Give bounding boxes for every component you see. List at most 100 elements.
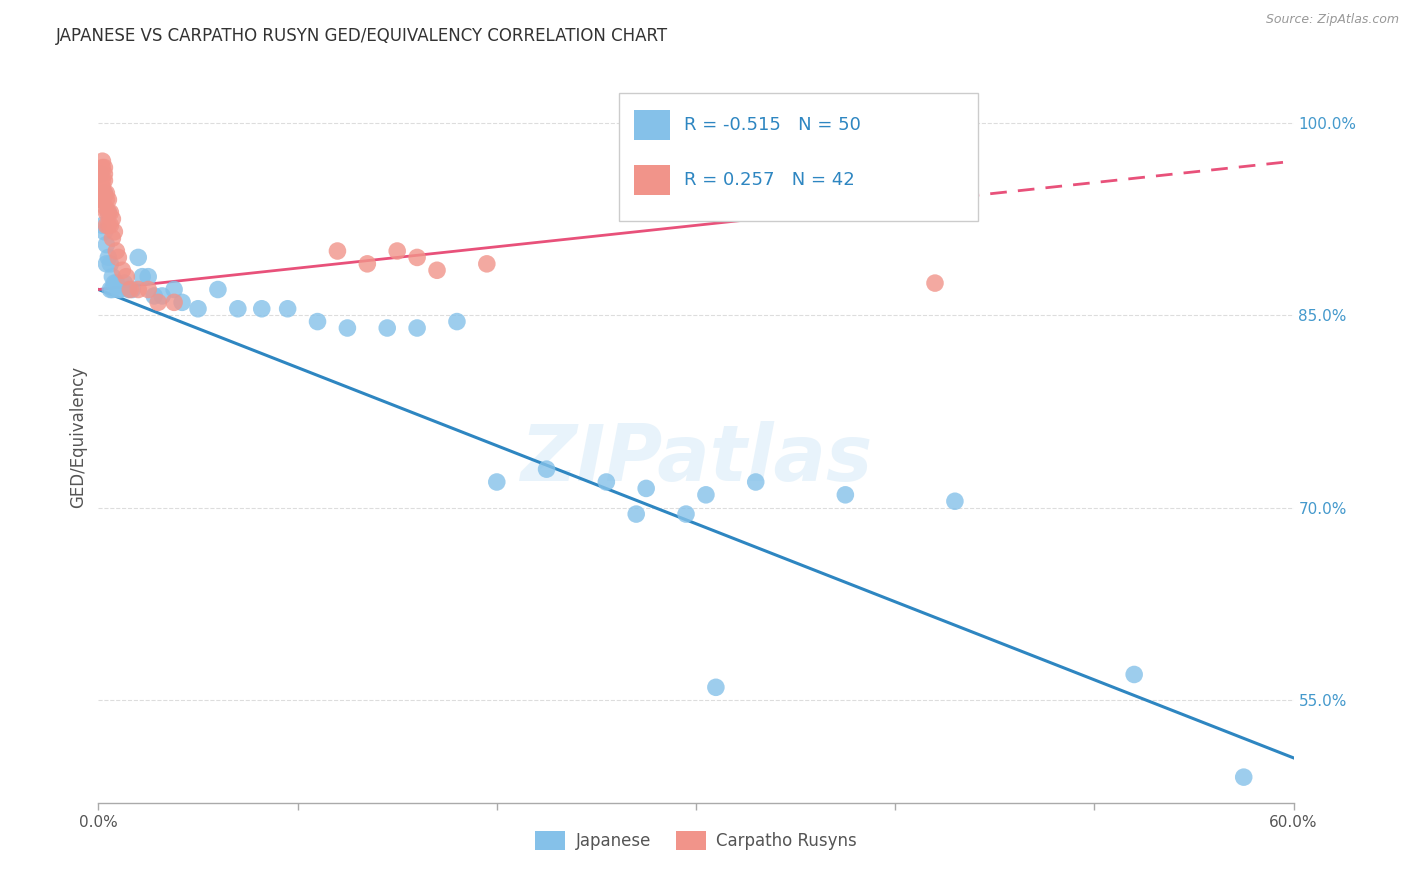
Point [115,269,138,284]
Point [834,488,856,502]
FancyBboxPatch shape [634,110,669,140]
Point [96,193,118,207]
Point [98,257,122,271]
Point [745,475,768,489]
Point [91,179,114,194]
Point [277,301,299,316]
Point [91,173,114,187]
Point [101,211,124,226]
Point [136,269,159,284]
Legend: Japanese, Carpatho Rusyns: Japanese, Carpatho Rusyns [529,824,863,856]
Point [595,475,617,489]
Point [307,315,329,329]
Point [93,167,115,181]
Point [1123,667,1146,681]
Point [93,199,115,213]
Point [336,321,359,335]
Point [207,283,229,297]
Text: JAPANESE VS CARPATHO RUSYN GED/EQUIVALENCY CORRELATION CHART: JAPANESE VS CARPATHO RUSYN GED/EQUIVALEN… [56,27,668,45]
Point [96,237,118,252]
Point [89,167,111,181]
Point [143,289,166,303]
Point [148,295,170,310]
FancyBboxPatch shape [634,165,669,195]
Point [97,251,120,265]
Point [120,283,142,297]
Point [485,475,508,489]
Point [704,681,727,695]
Point [250,301,273,316]
Point [844,193,866,207]
Point [97,205,120,219]
Point [117,283,139,297]
Point [1233,770,1256,784]
Point [89,179,111,194]
Point [626,507,648,521]
Point [96,257,118,271]
Point [105,276,128,290]
Point [98,219,122,233]
Point [446,315,468,329]
Point [93,173,115,187]
Point [111,263,134,277]
Point [103,276,125,290]
Point [103,225,125,239]
Point [101,283,124,297]
Point [91,219,114,233]
Point [93,186,115,201]
Point [172,295,194,310]
Point [91,161,114,175]
Point [226,301,249,316]
Point [107,283,129,297]
Point [406,251,429,265]
Point [163,283,186,297]
Point [93,186,115,201]
Point [105,244,128,258]
Point [107,251,129,265]
Point [675,507,697,521]
Point [96,186,118,201]
Point [121,283,143,297]
Point [97,219,120,233]
Point [187,301,209,316]
Point [91,193,114,207]
Point [475,257,498,271]
Point [924,276,946,290]
Y-axis label: GED/Equivalency: GED/Equivalency [69,366,87,508]
Point [89,193,111,207]
Point [97,205,120,219]
Point [96,219,118,233]
Point [426,263,449,277]
Text: R = 0.257   N = 42: R = 0.257 N = 42 [685,171,855,189]
Point [97,193,120,207]
FancyBboxPatch shape [620,94,979,221]
Text: R = -0.515   N = 50: R = -0.515 N = 50 [685,116,860,134]
Point [93,225,115,239]
Point [112,276,135,290]
Point [136,283,159,297]
Point [110,283,132,297]
Point [96,205,118,219]
Point [127,251,149,265]
Point [163,295,186,310]
Point [91,154,114,169]
Point [127,283,149,297]
Point [695,488,717,502]
Point [406,321,429,335]
Point [326,244,349,258]
Point [89,167,111,181]
Text: ZIPatlas: ZIPatlas [520,421,872,497]
Point [98,205,122,219]
Point [101,269,124,284]
Point [536,462,558,476]
Point [131,269,153,284]
Point [375,321,398,335]
Text: Source: ZipAtlas.com: Source: ZipAtlas.com [1265,13,1399,27]
Point [385,244,409,258]
Point [91,193,114,207]
Point [98,283,122,297]
Point [93,161,115,175]
Point [943,494,966,508]
Point [356,257,378,271]
Point [636,482,658,496]
